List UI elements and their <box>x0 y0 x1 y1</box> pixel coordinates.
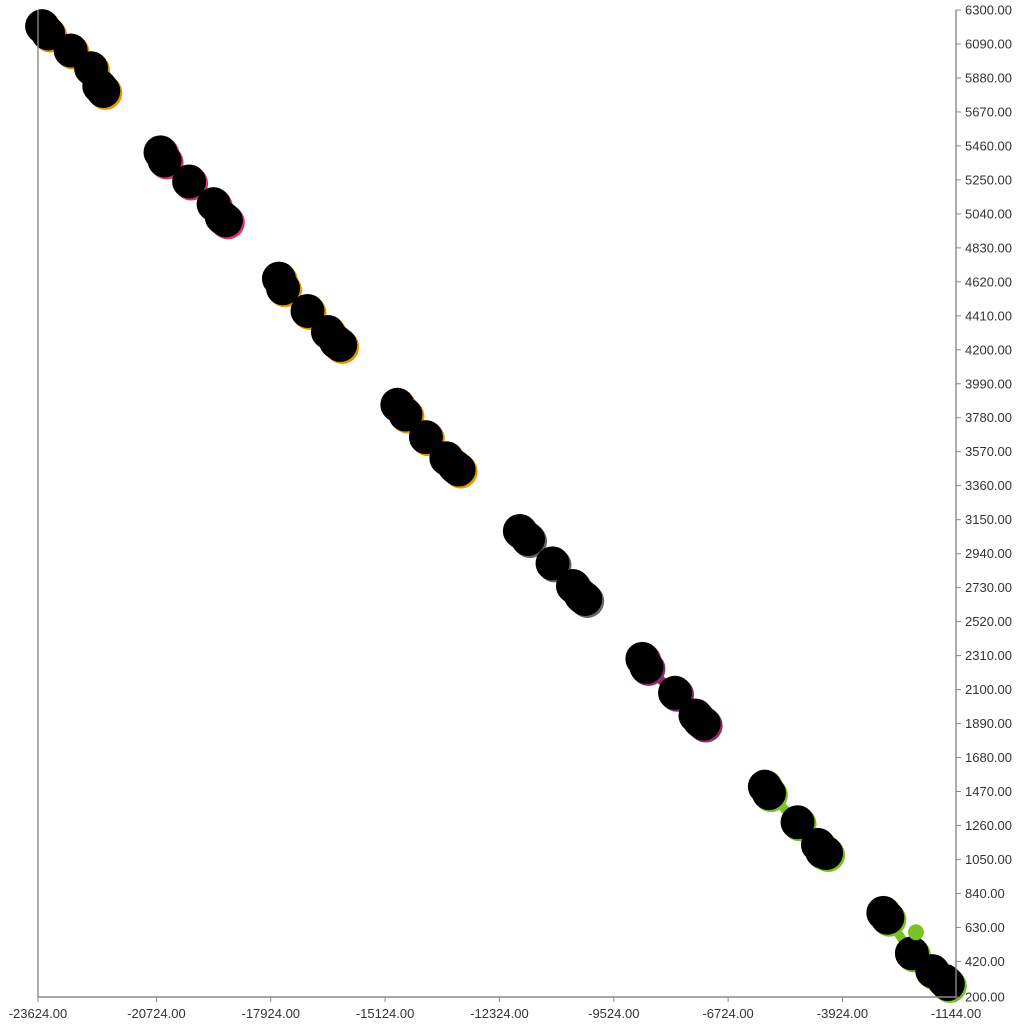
data-point <box>441 452 476 487</box>
y-tick-label: 3150.00 <box>965 512 1012 527</box>
series-layer <box>25 9 967 1004</box>
data-point <box>290 293 325 328</box>
series-group <box>625 641 723 743</box>
data-point <box>751 776 786 811</box>
y-tick-label: 1260.00 <box>965 818 1012 833</box>
data-point <box>780 805 815 840</box>
series-group <box>25 9 123 110</box>
y-axis-ticks: 6300.00 6090.00 5880.00 5670.00 5460.00 5250.… <box>956 3 1012 1005</box>
data-point <box>172 164 207 199</box>
x-tick-label: -9524.00 <box>588 1006 639 1021</box>
data-point <box>568 581 603 616</box>
series-group <box>747 769 846 872</box>
data-point <box>658 675 693 710</box>
x-tick-label: -20724.00 <box>127 1006 186 1021</box>
data-point <box>266 271 301 306</box>
data-point <box>686 706 721 741</box>
data-point <box>809 835 844 870</box>
y-tick-label: 1470.00 <box>965 784 1012 799</box>
y-tick-label: 6090.00 <box>965 36 1012 51</box>
series-group <box>866 895 967 1004</box>
y-tick-label: 420.00 <box>965 954 1005 969</box>
data-point <box>86 73 121 108</box>
x-axis-ticks: -23624.00 -20724.00 -17924.00 -15124.00 -123… <box>9 997 981 1021</box>
y-tick-label: 630.00 <box>965 920 1005 935</box>
x-tick-label: -1144.00 <box>931 1006 981 1021</box>
y-tick-label: 6300.00 <box>965 3 1012 18</box>
data-point <box>535 546 570 581</box>
y-tick-label: 4620.00 <box>965 274 1012 289</box>
y-tick-label: 2310.00 <box>965 648 1012 663</box>
x-tick-label: -17924.00 <box>241 1006 300 1021</box>
axes-layer <box>37 10 957 998</box>
y-tick-label: 3990.00 <box>965 376 1012 391</box>
y-tick-label: 2100.00 <box>965 682 1012 697</box>
x-tick-label: -12324.00 <box>470 1006 529 1021</box>
series-group <box>502 514 605 618</box>
y-tick-label: 3360.00 <box>965 478 1012 493</box>
y-tick-label: 2730.00 <box>965 580 1012 595</box>
y-tick-label: 5460.00 <box>965 138 1012 153</box>
data-point <box>511 522 546 557</box>
data-point <box>408 420 443 455</box>
data-point <box>388 397 423 432</box>
data-point <box>147 143 182 178</box>
y-tick-label: 3570.00 <box>965 444 1012 459</box>
series-group <box>380 387 478 489</box>
y-tick-label: 840.00 <box>965 886 1005 901</box>
data-point <box>208 203 243 238</box>
data-point <box>870 900 905 935</box>
y-tick-label: 5670.00 <box>965 104 1012 119</box>
x-tick-label: -23624.00 <box>9 1006 68 1021</box>
connector-dot <box>907 924 924 941</box>
data-point <box>930 967 965 1002</box>
y-tick-label: 5040.00 <box>965 206 1012 221</box>
data-point <box>323 327 358 362</box>
series-group <box>261 261 360 364</box>
x-tick-label: -3924.00 <box>817 1006 868 1021</box>
y-tick-label: 1680.00 <box>965 750 1012 765</box>
y-tick-label: 5880.00 <box>965 70 1012 85</box>
series-group <box>143 135 245 240</box>
y-tick-label: 4410.00 <box>965 308 1012 323</box>
y-tick-label: 2940.00 <box>965 546 1012 561</box>
data-point <box>629 649 664 684</box>
y-tick-label: 1050.00 <box>965 852 1012 867</box>
y-tick-label: 2520.00 <box>965 614 1012 629</box>
y-tick-label: 3780.00 <box>965 410 1012 425</box>
x-tick-label: -6724.00 <box>702 1006 753 1021</box>
y-tick-label: 5250.00 <box>965 172 1012 187</box>
x-tick-label: -15124.00 <box>356 1006 415 1021</box>
y-tick-label: 4200.00 <box>965 342 1012 357</box>
y-tick-label: 4830.00 <box>965 240 1012 255</box>
y-tick-label: 1890.00 <box>965 716 1012 731</box>
y-tick-label: 200.00 <box>965 990 1005 1005</box>
